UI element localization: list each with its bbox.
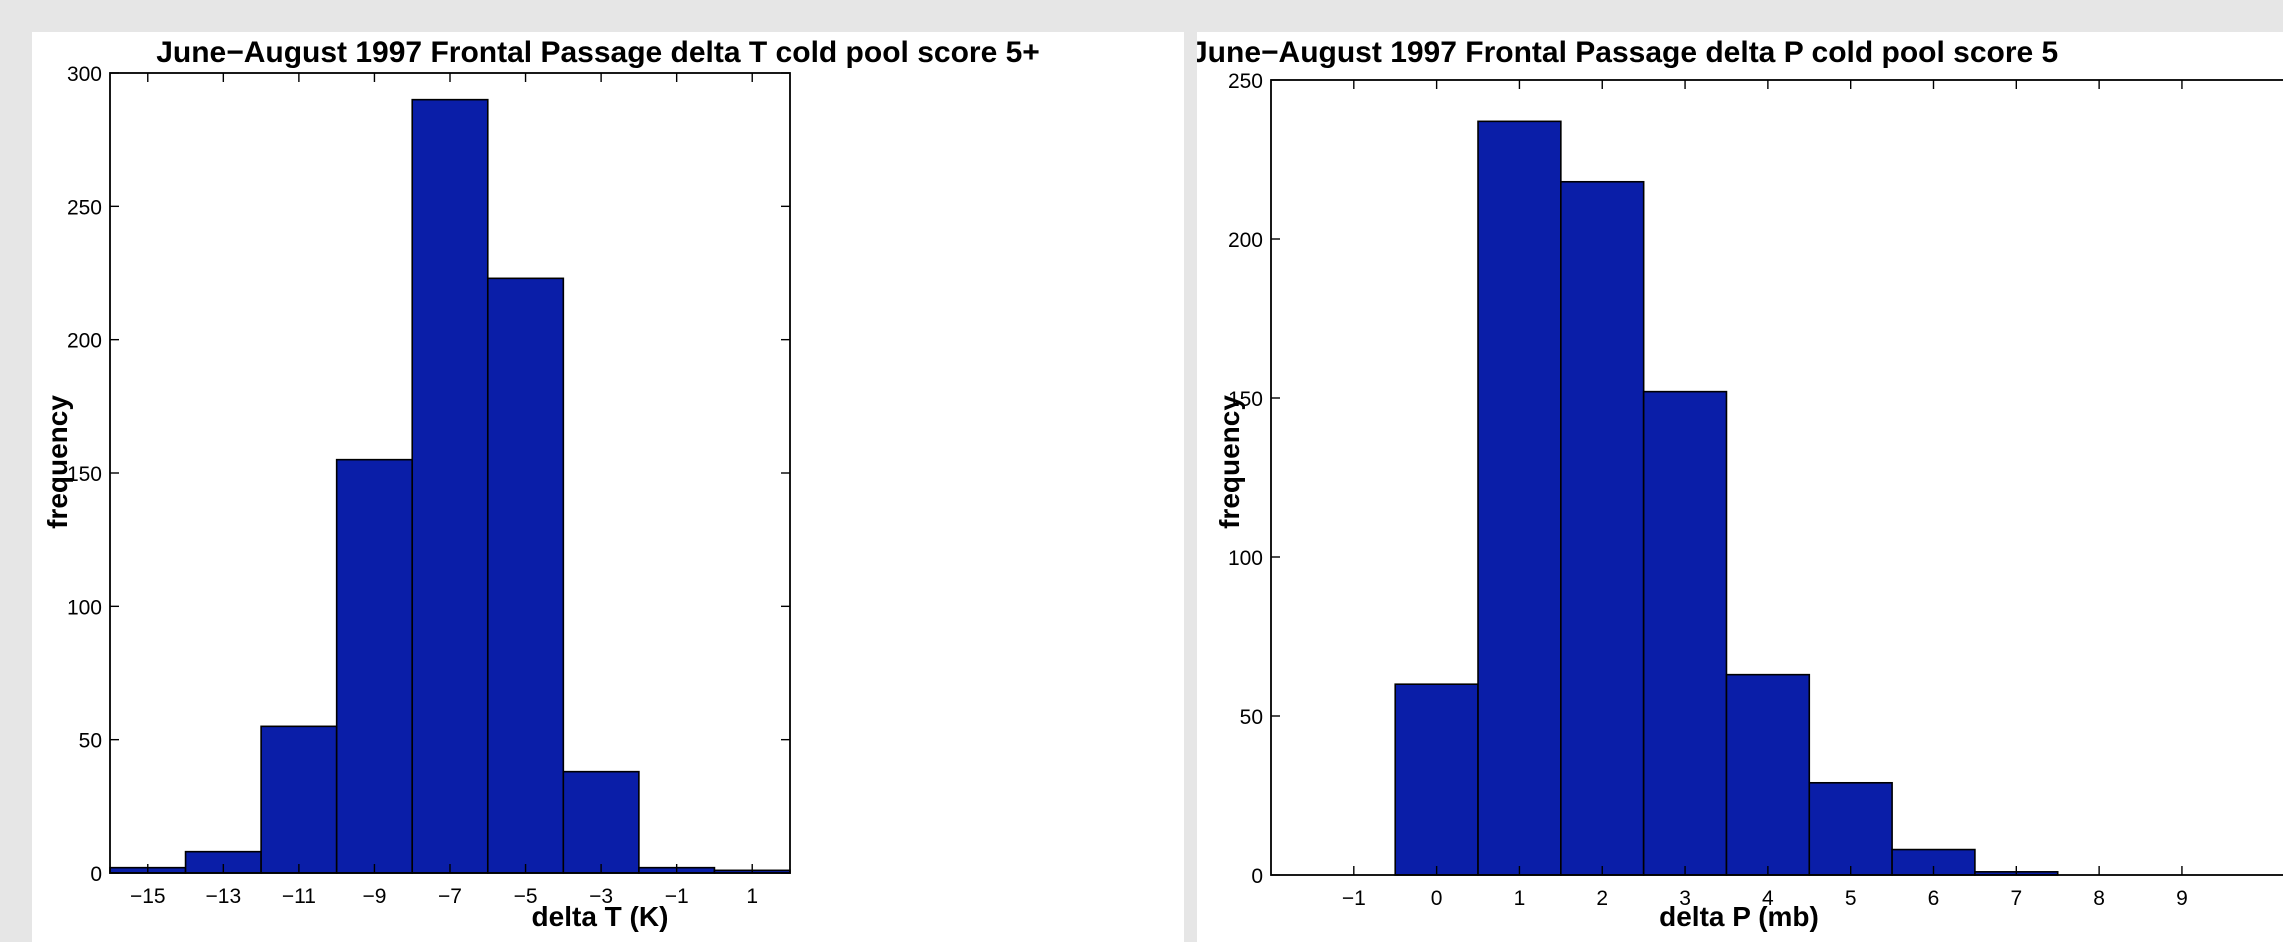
x-tick-label: −13	[206, 885, 242, 908]
x-tick-label: 6	[1928, 887, 1940, 910]
histogram-bar	[260, 725, 338, 874]
bars-group	[1394, 120, 2059, 876]
x-tick-label: 9	[2176, 887, 2188, 910]
y-tick-label: 100	[67, 596, 102, 619]
x-tick-label: 2	[1596, 887, 1608, 910]
x-tick-label: −1	[665, 885, 689, 908]
y-tick-label: 0	[90, 863, 102, 886]
chart-title: June−August 1997 Frontal Passage delta T…	[156, 36, 1040, 69]
x-tick-label: 3	[1679, 887, 1691, 910]
delta-p-histogram: June−August 1997 Frontal Passage delta P…	[1197, 36, 2283, 932]
x-tick-label: −7	[438, 885, 462, 908]
x-axis-label: delta P (mb)	[1659, 901, 1819, 932]
x-tick-label: 0	[1431, 887, 1443, 910]
x-tick-label: −1	[1342, 887, 1366, 910]
bars-group	[109, 98, 791, 874]
right-chart-panel: June−August 1997 Frontal Passage delta P…	[1197, 32, 2283, 942]
y-tick-label: 150	[67, 463, 102, 486]
histogram-bar	[1394, 683, 1479, 876]
histogram-bar	[1725, 673, 1811, 876]
x-tick-label: 1	[1514, 887, 1526, 910]
histogram-bar	[1808, 781, 1893, 876]
histogram-bar	[411, 98, 489, 874]
left-chart-panel: June−August 1997 Frontal Passage delta T…	[32, 32, 1184, 942]
x-tick-label: −15	[130, 885, 166, 908]
y-axis-label: frequency	[1214, 395, 1245, 529]
y-tick-label: 200	[1228, 229, 1263, 252]
x-tick-label: −11	[282, 885, 316, 908]
y-tick-label: 200	[67, 330, 102, 353]
ticks-group: −1 0 1 2 3 4 5 6 7 8 9 0 50 100 150 200 250	[1228, 70, 2188, 910]
chart-title: June−August 1997 Frontal Passage delta P…	[1197, 36, 2058, 69]
y-tick-label: 100	[1228, 547, 1263, 570]
plot-frame	[109, 72, 791, 874]
y-tick-label: 250	[67, 196, 102, 219]
x-tick-label: 1	[746, 885, 758, 908]
y-tick-label: 150	[1228, 388, 1263, 411]
y-tick-label: 300	[67, 63, 102, 86]
histogram-bar	[1642, 390, 1728, 876]
x-tick-label: 5	[1845, 887, 1857, 910]
x-tick-label: −9	[362, 885, 386, 908]
x-tick-label: 7	[2010, 887, 2022, 910]
histogram-bar	[486, 277, 565, 874]
x-tick-label: −5	[514, 885, 538, 908]
y-axis-label: frequency	[42, 395, 73, 529]
histogram-bar	[1560, 180, 1645, 876]
x-axis-label: delta T (K)	[532, 901, 669, 932]
delta-t-histogram: June−August 1997 Frontal Passage delta T…	[42, 36, 1040, 932]
x-tick-label: −3	[589, 885, 613, 908]
x-tick-label: 8	[2093, 887, 2105, 910]
plot-frame	[1270, 79, 2283, 876]
histogram-bar	[562, 770, 640, 874]
y-tick-label: 0	[1251, 865, 1263, 888]
x-tick-label: 4	[1762, 887, 1774, 910]
histogram-bar	[1477, 120, 1562, 876]
y-tick-label: 50	[1240, 706, 1263, 729]
histogram-bar	[335, 458, 414, 874]
y-tick-label: 250	[1228, 70, 1263, 93]
y-tick-label: 50	[79, 730, 102, 753]
